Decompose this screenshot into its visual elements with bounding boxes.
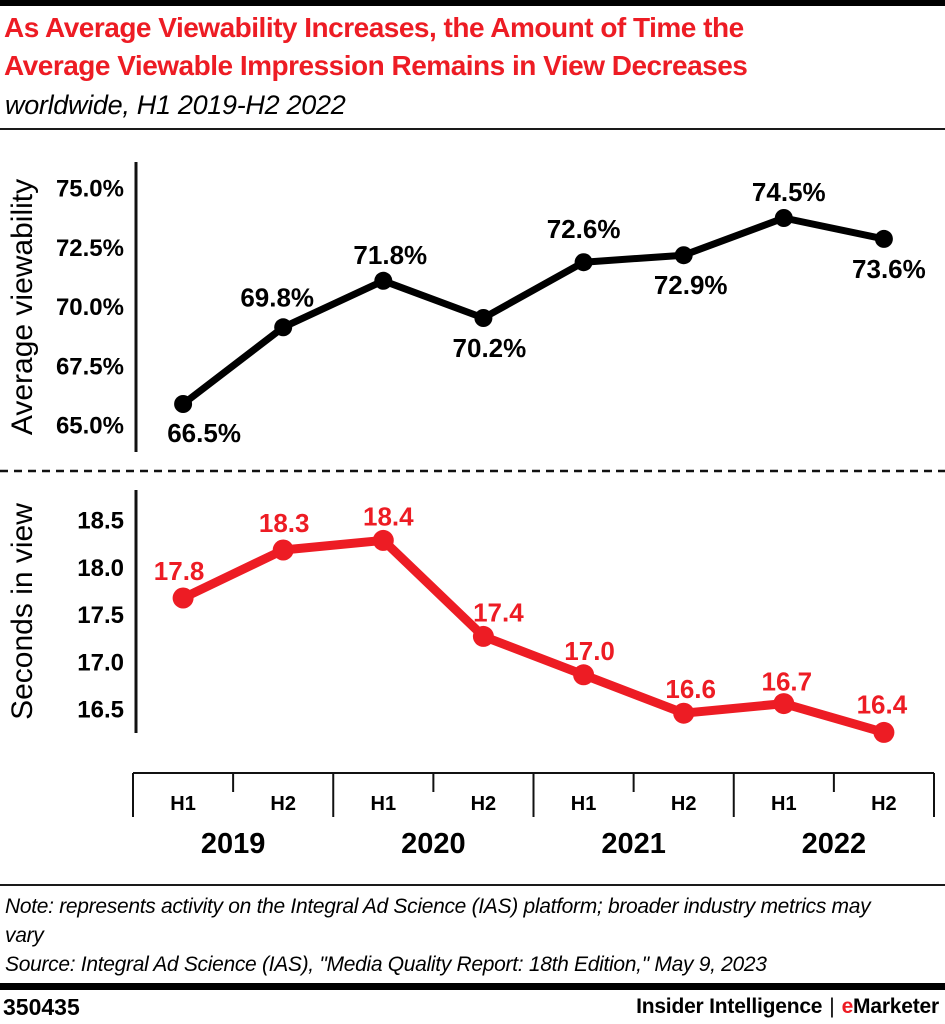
average-viewability-data-label: 66.5% [167, 418, 241, 448]
seconds-in-view-ytick-label: 18.0 [77, 555, 124, 582]
average-viewability-data-label: 71.8% [353, 240, 427, 270]
average-viewability-data-point [574, 253, 593, 272]
seconds-in-view-data-point [272, 539, 294, 561]
average-viewability-data-label: 72.6% [547, 214, 621, 244]
seconds-in-view-data-label: 16.7 [761, 667, 812, 697]
footer-divider-bar [0, 983, 945, 990]
seconds-in-view-data-label: 17.4 [473, 597, 524, 627]
x-axis-half-label: H1 [170, 793, 196, 815]
average-viewability-data-point [374, 271, 393, 290]
seconds-in-view-data-point [472, 625, 494, 647]
top-border-bar [0, 0, 945, 6]
seconds-in-view-data-point [573, 664, 595, 686]
x-axis-year-label: 2021 [601, 828, 666, 860]
x-axis-half-label: H1 [771, 793, 797, 815]
average-viewability-ytick-label: 67.5% [56, 353, 124, 380]
seconds-in-view-line [178, 535, 889, 737]
x-axis-year-label: 2020 [401, 828, 466, 860]
footer-row: 350435 Insider Intelligence | eMarketer [0, 990, 945, 1024]
chart-canvas: Average viewability 75.0% 72.5% 70.0% 67.5% 6… [0, 162, 945, 860]
x-axis-half-label: H2 [671, 793, 697, 815]
seconds-in-view-data-label: 17.8 [154, 556, 205, 586]
chart-id: 350435 [3, 993, 80, 1020]
x-axis-half-label: H2 [471, 793, 497, 815]
seconds-in-view-data-point [372, 529, 394, 551]
x-axis-half-label: H1 [571, 793, 597, 815]
chart-subtitle: worldwide, H1 2019-H2 2022 [5, 90, 346, 120]
average-viewability-data-point [774, 209, 793, 227]
brand-emarketer-e: e [841, 995, 854, 1018]
x-axis-half-label: H2 [871, 793, 897, 815]
seconds-in-view-ytick-label: 17.5 [77, 602, 124, 629]
average-viewability-data-point [874, 229, 893, 248]
x-axis-half-label: H2 [270, 793, 296, 815]
chart-title-line1: As Average Viewability Increases, the Am… [4, 12, 744, 43]
average-viewability-ytick-label: 65.0% [56, 413, 124, 440]
average-viewability-data-point [274, 318, 293, 337]
seconds-in-view-data-point [773, 693, 795, 715]
seconds-in-view-data-label: 16.4 [857, 689, 908, 719]
average-viewability-axis-title: Average viewability [6, 179, 39, 435]
seconds-in-view-data-point [873, 721, 895, 743]
average-viewability-ytick-label: 72.5% [56, 235, 124, 262]
note-block: Note: represents activity on the Integra… [0, 884, 945, 979]
seconds-in-view-data-label: 18.3 [259, 508, 310, 538]
average-viewability-data-label: 72.9% [654, 270, 728, 300]
note-text: Note: represents activity on the Integra… [5, 895, 871, 947]
brand-emarketer-rest: Marketer [853, 995, 939, 1018]
seconds-in-view-ytick-label: 17.0 [77, 649, 124, 676]
x-axis-half-label: H1 [371, 793, 397, 815]
seconds-in-view-data-point [673, 702, 695, 724]
average-viewability-data-point [474, 309, 493, 327]
average-viewability-data-label: 70.2% [453, 333, 527, 363]
header-divider-line [0, 128, 945, 130]
average-viewability-data-label: 74.5% [752, 177, 826, 207]
x-axis-year-label: 2019 [201, 828, 266, 860]
brand-logo: Insider Intelligence | eMarketer [636, 995, 939, 1019]
source-text: Source: Integral Ad Science (IAS), "Medi… [5, 953, 767, 976]
seconds-in-view-ytick-label: 16.5 [77, 697, 124, 724]
chart-title-line2: Average Viewable Impression Remains in V… [4, 50, 748, 81]
seconds-in-view-data-label: 16.6 [665, 674, 716, 704]
average-viewability-data-label: 69.8% [240, 282, 314, 312]
x-axis-year-label: 2022 [802, 828, 867, 860]
seconds-in-view-data-label: 18.4 [363, 501, 414, 531]
seconds-in-view-data-label: 17.0 [564, 636, 615, 666]
average-viewability-data-point [174, 395, 193, 413]
average-viewability-line [179, 214, 888, 408]
average-viewability-data-label: 73.6% [852, 254, 926, 284]
brand-insider-intelligence: Insider Intelligence [636, 995, 823, 1018]
seconds-in-view-data-point [172, 587, 194, 609]
brand-separator: | [829, 995, 835, 1018]
average-viewability-ytick-label: 70.0% [56, 294, 124, 321]
average-viewability-ytick-label: 75.0% [56, 176, 124, 203]
chart-title: As Average Viewability Increases, the Am… [4, 9, 942, 85]
seconds-in-view-axis-title: Seconds in view [6, 503, 39, 720]
average-viewability-data-point [674, 246, 693, 265]
seconds-in-view-ytick-label: 18.5 [77, 508, 124, 535]
